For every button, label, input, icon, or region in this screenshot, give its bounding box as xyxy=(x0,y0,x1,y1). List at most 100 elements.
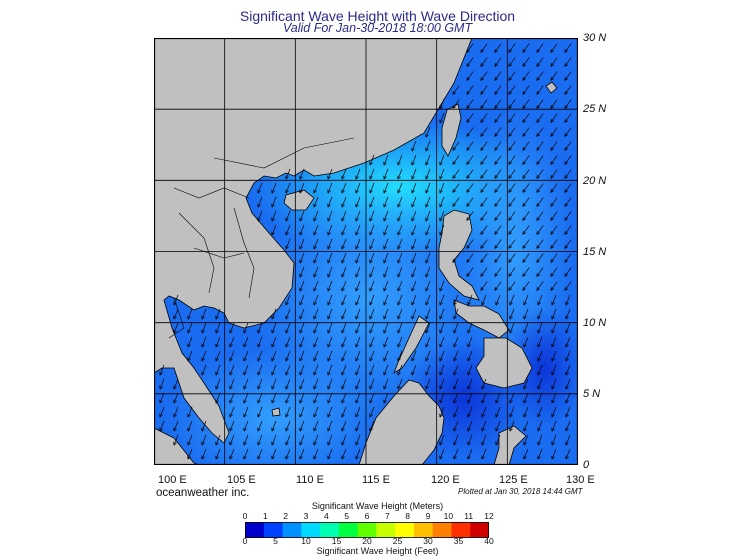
wave-arrow xyxy=(564,239,572,249)
wave-arrow xyxy=(355,336,361,348)
wave-arrow xyxy=(257,350,263,362)
wave-arrow xyxy=(453,392,459,404)
wave-arrow xyxy=(327,322,333,334)
wave-arrow xyxy=(551,322,557,334)
wave-arrow xyxy=(537,406,543,418)
colorbar-segment xyxy=(357,522,377,538)
wave-arrow xyxy=(299,238,305,250)
lat-lon-grid xyxy=(154,38,578,465)
wave-arrow xyxy=(313,378,319,390)
wave-arrow xyxy=(201,308,207,320)
wave-arrow xyxy=(229,448,235,460)
wave-arrow xyxy=(508,85,516,95)
wave-arrow xyxy=(299,336,305,348)
wave-arrow xyxy=(480,169,488,179)
wave-arrow xyxy=(327,294,333,306)
wave-arrow xyxy=(187,336,193,348)
wave-arrow xyxy=(173,392,179,404)
wave-arrow xyxy=(257,182,263,194)
wave-arrow xyxy=(550,43,558,53)
wave-arrow xyxy=(523,308,529,320)
wave-arrow xyxy=(480,239,488,249)
wave-map-svg xyxy=(153,37,579,466)
wave-arrow xyxy=(522,183,530,193)
wave-arrow xyxy=(508,253,516,263)
wave-arrow xyxy=(187,434,193,446)
colorbar-meter-tick: 6 xyxy=(364,511,370,521)
colorbar-feet-tick: 5 xyxy=(273,536,278,546)
lon-label-100e: 100 E xyxy=(158,474,187,486)
wave-arrow xyxy=(341,168,347,180)
wave-arrow xyxy=(466,127,474,137)
wave-arrow xyxy=(341,322,347,334)
wave-arrow xyxy=(299,448,305,460)
wave-arrow xyxy=(313,392,319,404)
wave-arrow xyxy=(313,182,319,194)
wave-arrow xyxy=(341,406,347,418)
borneo-island xyxy=(358,379,445,465)
wave-arrow xyxy=(271,420,277,432)
colorbar-segment xyxy=(376,522,396,538)
wave-arrow xyxy=(355,364,361,376)
wave-arrow xyxy=(355,182,361,194)
wave-arrow xyxy=(397,182,403,194)
wave-arrow xyxy=(383,280,389,292)
wave-arrow xyxy=(257,210,263,222)
wave-arrow xyxy=(299,294,305,306)
wave-arrow xyxy=(383,182,389,194)
wave-arrow xyxy=(494,127,502,137)
wave-arrow xyxy=(536,197,544,207)
wave-arrow xyxy=(425,210,431,222)
wave-arrow xyxy=(564,225,572,235)
wave-arrow xyxy=(495,406,501,418)
wave-arrow xyxy=(439,182,445,194)
colorbar-meter-tick: 1 xyxy=(262,511,268,521)
wave-arrow xyxy=(466,85,474,95)
wave-arrow xyxy=(550,197,558,207)
chart-title: Significant Wave Height with Wave Direct… xyxy=(239,8,516,24)
wave-arrow xyxy=(564,169,572,179)
small-island-b xyxy=(271,407,281,417)
wave-arrow xyxy=(397,378,403,390)
wave-arrow xyxy=(383,238,389,250)
wave-arrow xyxy=(466,141,474,151)
wave-arrow xyxy=(369,336,375,348)
valid-time-subtitle: Valid For Jan-30-2018 18:00 GMT xyxy=(282,21,473,35)
colorbar-feet-tick: 40 xyxy=(484,536,494,546)
wave-arrow xyxy=(480,43,488,53)
wave-arrow xyxy=(466,57,474,67)
wave-arrow xyxy=(383,364,389,376)
wave-arrow xyxy=(215,364,221,376)
wave-arrow xyxy=(299,350,305,362)
wave-arrow xyxy=(565,294,571,306)
wave-arrow xyxy=(383,154,389,166)
wave-arrow xyxy=(341,392,347,404)
wave-arrow xyxy=(480,99,488,109)
wave-arrow xyxy=(536,99,544,109)
wave-arrow xyxy=(564,85,572,95)
wave-arrow xyxy=(313,294,319,306)
wave-arrow xyxy=(299,252,305,264)
lat-label-30n: 30 N xyxy=(583,32,607,44)
wave-arrow xyxy=(243,364,249,376)
wave-arrow xyxy=(536,127,544,137)
wave-arrow xyxy=(550,141,558,151)
wave-arrow xyxy=(285,322,291,334)
wave-arrow xyxy=(257,420,263,432)
wave-arrow xyxy=(550,99,558,109)
wave-arrow xyxy=(522,253,530,263)
wave-arrow xyxy=(383,266,389,278)
wave-arrow xyxy=(187,420,193,432)
wave-arrow xyxy=(439,448,445,460)
wave-arrow xyxy=(397,364,403,376)
wave-arrow xyxy=(341,294,347,306)
wave-arrow xyxy=(313,196,319,208)
asia-mainland xyxy=(154,38,473,444)
wave-arrow xyxy=(257,448,263,460)
wave-arrow xyxy=(537,336,543,348)
wave-arrow xyxy=(439,224,445,236)
wave-arrow xyxy=(494,239,502,249)
wave-arrow xyxy=(285,224,291,236)
wave-arrow xyxy=(341,420,347,432)
wave-arrow xyxy=(243,420,249,432)
